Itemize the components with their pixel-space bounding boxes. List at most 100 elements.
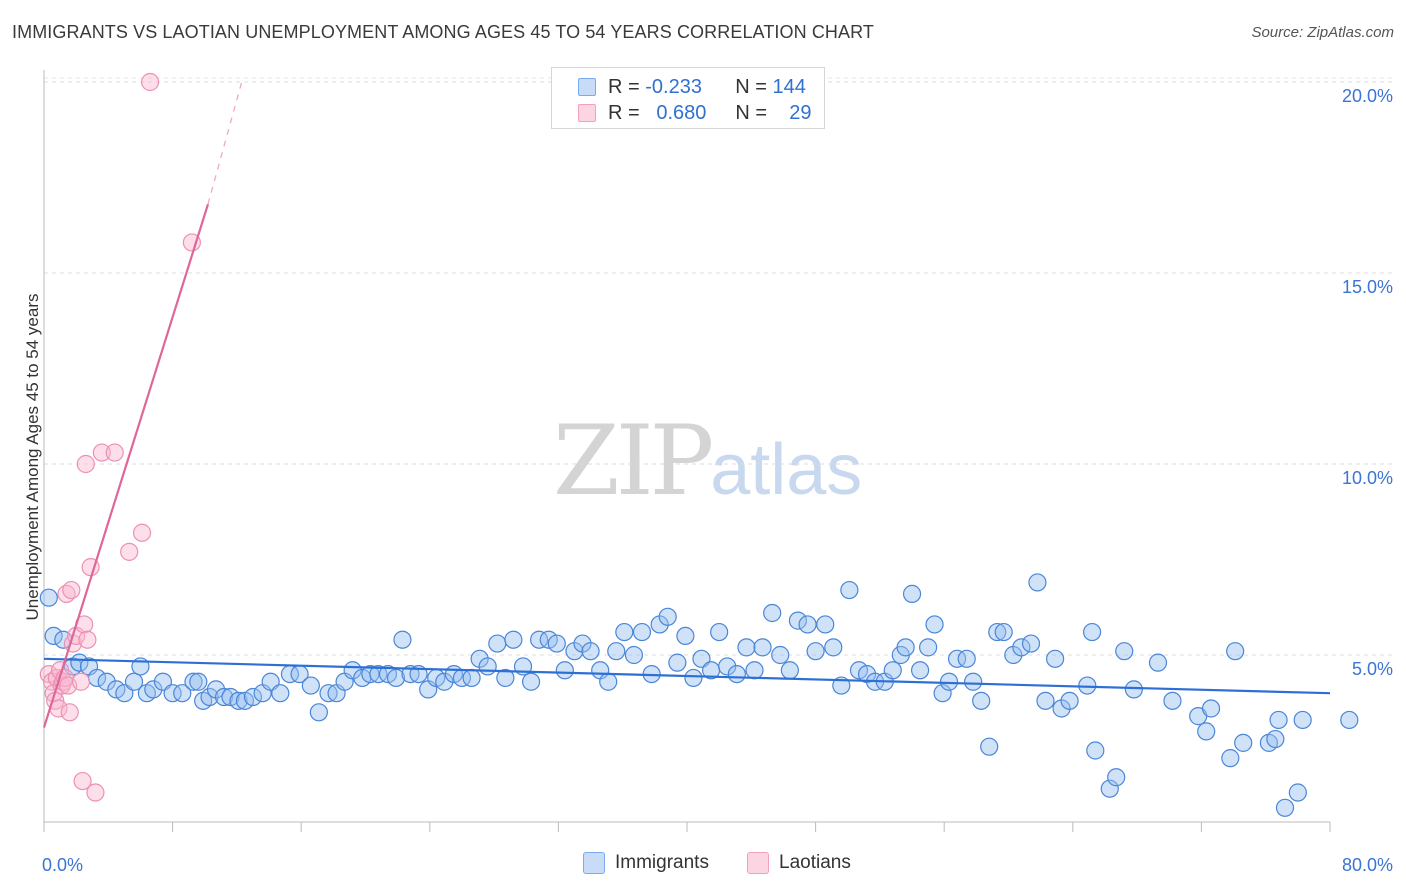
series-legend: Immigrants Laotians xyxy=(0,852,1406,878)
immigrants-point xyxy=(173,684,192,703)
laotians-swatch xyxy=(578,104,596,122)
immigrants-point xyxy=(1082,622,1102,642)
laotians-point xyxy=(71,672,91,691)
immigrants-point xyxy=(1293,710,1312,730)
immigrants-point xyxy=(972,691,991,710)
watermark: ZIPatlas xyxy=(553,405,862,517)
immigrants-point xyxy=(1124,680,1143,699)
immigrants-point xyxy=(163,684,182,703)
trend-lines xyxy=(42,81,1331,728)
immigrants-point xyxy=(788,611,808,630)
y-tick-label: 20.0% xyxy=(1342,86,1393,106)
immigrants-point xyxy=(39,588,58,607)
immigrants-trend-line xyxy=(43,657,1331,695)
immigrants-point xyxy=(668,653,687,672)
immigrants-point xyxy=(947,649,967,668)
source-label: Source: ZipAtlas.com xyxy=(1251,24,1394,41)
immigrants-point xyxy=(737,638,756,657)
immigrants-point xyxy=(1036,691,1055,710)
immigrants-point xyxy=(753,638,772,657)
immigrants-point xyxy=(530,630,549,649)
immigrants-point xyxy=(883,661,902,680)
immigrants-point xyxy=(964,672,983,691)
laotians-point xyxy=(73,771,92,791)
immigrants-point xyxy=(840,580,859,600)
immigrants-point xyxy=(271,684,290,703)
legend-row-immigrants: R = -0.233 N = 144 xyxy=(578,75,806,99)
correlation-legend: R = -0.233 N = 144 R = 0.680 N = 29 xyxy=(551,67,825,129)
r-label: R = xyxy=(608,75,640,98)
immigrants-point xyxy=(994,622,1013,642)
immigrants-point xyxy=(1028,573,1047,592)
immigrants-point xyxy=(1234,733,1253,752)
laotians-trend-line xyxy=(42,203,210,728)
immigrants-point xyxy=(386,668,406,688)
legend-row-laotians: R = 0.680 N = 29 xyxy=(578,101,812,125)
immigrants-point xyxy=(214,687,234,707)
immigrants-point xyxy=(1197,722,1216,741)
immigrants-point xyxy=(462,668,481,688)
r-label: R = xyxy=(608,101,640,124)
immigrants-legend-swatch xyxy=(583,852,605,874)
x-tick-label: 80.0% xyxy=(1342,855,1393,875)
laotians-point xyxy=(78,630,97,649)
immigrants-point xyxy=(727,664,746,684)
watermark-atlas: atlas xyxy=(710,430,863,510)
immigrants-point xyxy=(1266,729,1285,749)
immigrants-point xyxy=(144,680,163,699)
laotians-point xyxy=(62,580,81,600)
legend-item-laotians[interactable]: Laotians xyxy=(747,852,851,874)
legend-label-immigrants: Immigrants xyxy=(615,852,709,873)
laotians-point xyxy=(86,783,105,802)
immigrants-point xyxy=(1163,691,1182,710)
immigrants-point xyxy=(939,672,959,691)
immigrants-point xyxy=(615,622,634,642)
y-tick-label: 15.0% xyxy=(1342,277,1393,297)
immigrants-point xyxy=(1275,798,1295,817)
immigrants-point xyxy=(763,603,782,623)
immigrants-point xyxy=(745,661,764,680)
legend-item-immigrants[interactable]: Immigrants xyxy=(583,852,709,874)
immigrants-point xyxy=(806,642,825,661)
laotians-point xyxy=(105,443,124,462)
axes xyxy=(43,70,1331,832)
immigrants-point xyxy=(200,687,219,707)
immigrants-point xyxy=(1115,642,1134,661)
immigrants-point xyxy=(925,615,944,634)
immigrants-point xyxy=(676,626,695,646)
immigrants-swatch xyxy=(578,78,596,96)
immigrants-point xyxy=(243,687,263,707)
laotians-point xyxy=(182,233,201,252)
immigrants-point xyxy=(957,649,976,668)
immigrants-point xyxy=(780,661,799,680)
laotians-point xyxy=(120,542,139,561)
immigrants-point xyxy=(581,642,600,661)
tick-labels: 5.0% 10.0% 15.0% 20.0% 0.0% 80.0% xyxy=(42,86,1393,875)
immigrants-point xyxy=(896,638,915,657)
immigrants-point xyxy=(1226,642,1245,661)
immigrants-point xyxy=(1340,710,1359,730)
immigrants-point xyxy=(684,668,703,688)
laotians-trend-extension xyxy=(207,81,243,205)
immigrants-point xyxy=(1221,749,1240,768)
n-value: 29 xyxy=(789,101,812,124)
chart-title: IMMIGRANTS VS LAOTIAN UNEMPLOYMENT AMONG… xyxy=(12,22,874,42)
immigrants-point xyxy=(771,645,790,665)
immigrants-point xyxy=(632,622,652,642)
immigrants-point xyxy=(824,638,843,657)
immigrants-point xyxy=(1012,638,1031,657)
immigrants-point xyxy=(555,661,574,680)
immigrants-point xyxy=(70,653,89,672)
immigrants-point xyxy=(718,657,737,676)
immigrants-point xyxy=(816,615,835,634)
y-axis-label: Unemployment Among Ages 45 to 54 years xyxy=(23,293,42,621)
immigrants-point xyxy=(1100,779,1119,798)
immigrants-point xyxy=(393,630,412,649)
laotians-point xyxy=(140,72,160,92)
data-points xyxy=(39,72,1359,817)
immigrants-point xyxy=(710,622,729,642)
n-label: N = xyxy=(735,75,767,98)
immigrants-point xyxy=(1086,741,1105,760)
y-tick-label: 5.0% xyxy=(1352,659,1393,679)
